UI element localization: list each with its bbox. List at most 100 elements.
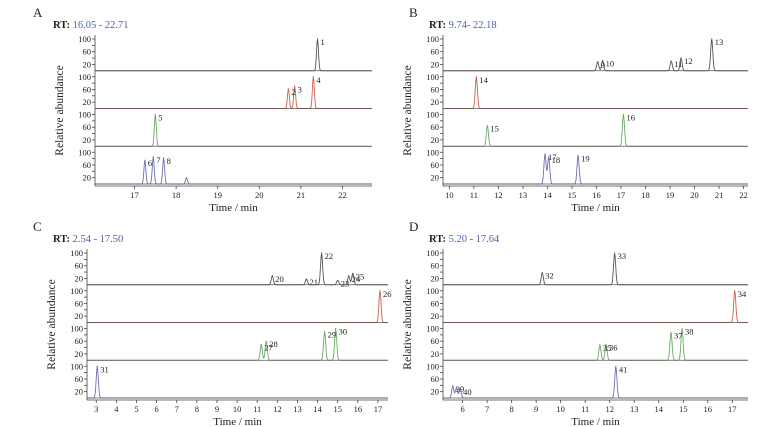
peak-label: 5 — [158, 113, 162, 123]
x-tick-label: 3 — [94, 404, 98, 414]
trace-3: 20 60 100 15 16 — [426, 110, 748, 147]
rt-value: 2.54 - 17.50 — [73, 234, 124, 245]
y-tick-label: 100 — [426, 34, 439, 44]
peak-apex — [670, 60, 672, 62]
peak-apex — [475, 76, 477, 78]
x-tick-label: 9 — [215, 404, 219, 414]
x-tick-label: 16 — [592, 190, 601, 200]
peak-label: 17 — [548, 152, 557, 162]
peak-label: 30 — [339, 327, 348, 337]
x-tick-label: 15 — [679, 404, 688, 414]
y-tick-label: 60 — [431, 336, 440, 346]
panel-label: B — [409, 5, 418, 20]
chart-panel-a: A RT: 16.05 - 22.71 Relative abundance 20 60… — [33, 5, 372, 214]
trace-line — [443, 114, 748, 147]
peak-apex — [622, 113, 625, 116]
peak-apex — [352, 272, 354, 274]
peak-label: 13 — [715, 37, 724, 47]
y-tick-label: 100 — [426, 110, 439, 120]
peak-label: 20 — [275, 274, 284, 284]
y-tick-label: 100 — [426, 286, 439, 296]
y-tick-label: 100 — [70, 324, 83, 334]
y-tick-label: 20 — [431, 387, 440, 397]
y-tick-label: 100 — [78, 110, 91, 120]
peak-label: 18 — [552, 155, 561, 165]
trace-line — [95, 114, 372, 147]
x-tick-label: 19 — [213, 190, 222, 200]
peak-apex — [379, 290, 381, 292]
peak-label: 11 — [674, 59, 682, 69]
peak-label: 23 — [341, 278, 350, 288]
x-tick-label: 7 — [175, 404, 179, 414]
x-tick-label: 16 — [704, 404, 713, 414]
y-tick-label: 20 — [431, 273, 440, 283]
y-tick-label: 100 — [78, 72, 91, 82]
y-tick-label: 100 — [78, 147, 91, 157]
peak-apex — [614, 252, 616, 254]
peak-label: 6 — [148, 158, 152, 168]
x-tick-label: 16 — [354, 404, 363, 414]
y-tick-label: 20 — [83, 97, 92, 107]
trace-2: 20 60 100 2 3 4 — [78, 72, 372, 109]
peak-apex — [548, 156, 550, 158]
trace-4: 20 60 100 6 7 8 — [78, 147, 372, 185]
peak-apex — [734, 290, 736, 292]
trace-line — [443, 39, 748, 72]
x-tick-label: 15 — [568, 190, 577, 200]
trace-line — [95, 39, 372, 72]
x-tick-label: 11 — [253, 404, 261, 414]
y-tick-label: 60 — [75, 298, 84, 308]
y-tick-label: 60 — [431, 84, 440, 94]
x-tick-label: 10 — [445, 190, 454, 200]
x-tick-label: 12 — [494, 190, 503, 200]
rt-range: RT: 2.54 - 17.50 — [53, 234, 123, 245]
peak-apex — [452, 385, 454, 387]
peak-label: 10 — [606, 59, 615, 69]
rt-value: 5.20 - 17.64 — [449, 234, 500, 245]
y-tick-label: 100 — [426, 147, 439, 157]
panel-label: D — [409, 219, 418, 234]
y-tick-label: 20 — [75, 311, 84, 321]
y-tick-label: 20 — [431, 135, 440, 145]
peak-apex — [544, 153, 546, 155]
peak-label: 8 — [167, 156, 171, 166]
x-tick-label: 5 — [134, 404, 138, 414]
y-axis-title: Relative abundance — [402, 65, 414, 155]
peak-apex — [294, 85, 296, 87]
peak-apex — [335, 327, 337, 330]
y-tick-label: 60 — [75, 374, 84, 384]
y-tick-label: 60 — [83, 84, 92, 94]
y-tick-label: 20 — [75, 273, 84, 283]
rt-prefix: RT: — [53, 234, 73, 245]
peak-label: 41 — [619, 364, 628, 374]
y-tick-label: 100 — [426, 324, 439, 334]
rt-range: RT: 16.05 - 22.71 — [53, 20, 129, 31]
x-tick-label: 20 — [255, 190, 264, 200]
peak-apex — [144, 159, 146, 161]
trace-line — [95, 76, 372, 109]
peak-label: 26 — [383, 289, 392, 299]
y-tick-label: 20 — [83, 135, 92, 145]
peak-label: 15 — [490, 124, 499, 134]
y-tick-label: 60 — [75, 261, 84, 271]
y-tick-label: 100 — [78, 34, 91, 44]
peak-label: 28 — [269, 339, 278, 349]
peak-label: 1 — [321, 37, 325, 47]
y-tick-label: 20 — [75, 349, 84, 359]
x-axis-title: Time / min — [209, 202, 258, 214]
y-tick-label: 100 — [70, 286, 83, 296]
x-tick-label: 13 — [293, 404, 302, 414]
y-tick-label: 60 — [83, 47, 92, 57]
trace-line — [95, 156, 372, 185]
y-axis-title: Relative abundance — [46, 279, 58, 369]
peak-label: 38 — [685, 327, 694, 337]
x-tick-label: 8 — [195, 404, 199, 414]
x-tick-label: 14 — [313, 404, 322, 414]
panel-label: A — [33, 5, 43, 20]
peak-apex — [96, 365, 98, 367]
peak-label: 21 — [310, 277, 319, 287]
peak-label: 32 — [545, 271, 554, 281]
